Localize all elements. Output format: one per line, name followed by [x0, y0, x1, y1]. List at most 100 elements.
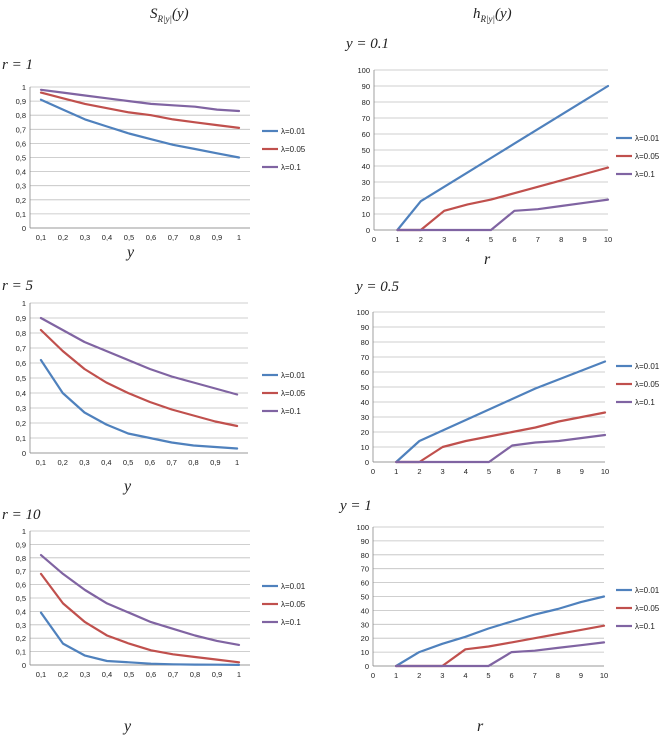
x-tick-label: 3	[441, 467, 445, 476]
legend-label: λ=0.05	[281, 600, 306, 609]
x-tick-label: 0,7	[168, 670, 178, 679]
y-tick-label: 1	[22, 527, 26, 536]
x-tick-label: 0,1	[36, 458, 46, 467]
x-tick-label: 8	[559, 235, 563, 244]
y-tick-label: 0,7	[16, 125, 26, 134]
x-tick-label: 5	[489, 235, 493, 244]
y-tick-label: 0,8	[16, 329, 26, 338]
x-tick-label: 1	[395, 235, 399, 244]
left-title-symbol: S	[150, 6, 158, 22]
y-tick-label: 0	[22, 449, 26, 458]
panel-label-y01: y = 0.1	[346, 36, 390, 52]
x-tick-label: 0	[371, 467, 375, 476]
y-tick-label: 20	[362, 194, 370, 203]
y-tick-label: 70	[361, 565, 369, 574]
x-tick-label: 2	[417, 467, 421, 476]
legend-label: λ=0.05	[281, 389, 306, 398]
series-line-1	[394, 595, 606, 668]
y-tick-label: 0,5	[16, 594, 26, 603]
y-tick-label: 0	[22, 224, 26, 233]
legend-label: λ=0.1	[635, 398, 655, 407]
y-tick-label: 100	[356, 523, 369, 532]
x-tick-label: 0,9	[212, 233, 222, 242]
x-tick-label: 3	[442, 235, 446, 244]
y-tick-label: 20	[361, 634, 369, 643]
x-tick-label: 6	[510, 671, 514, 680]
legend-label: λ=0.05	[281, 145, 306, 154]
x-tick-label: 1	[237, 233, 241, 242]
series-line-2	[39, 572, 241, 664]
y-tick-label: 0,9	[16, 540, 26, 549]
x-tick-label: 0,8	[188, 458, 198, 467]
x-tick-label: 1	[235, 458, 239, 467]
y-tick-label: 70	[361, 353, 369, 362]
y-tick-label: 50	[361, 383, 369, 392]
right-column-title: hR|y|(y)	[473, 6, 512, 24]
y-tick-label: 0,8	[16, 554, 26, 563]
panel-label-r5: r = 5	[2, 278, 33, 294]
right-title-argument: (y)	[494, 6, 512, 22]
y-tick-label: 0,3	[16, 621, 26, 630]
xlabel-r5: y	[124, 478, 132, 495]
series-line-3	[395, 433, 607, 464]
x-tick-label: 0,9	[210, 458, 220, 467]
right-title-symbol: h	[473, 6, 481, 22]
y-tick-label: 70	[362, 114, 370, 123]
x-tick-label: 0,4	[102, 670, 112, 679]
y-tick-label: 10	[362, 210, 370, 219]
x-tick-label: 4	[464, 467, 468, 476]
x-tick-label: 8	[557, 467, 561, 476]
panel-label-y05: y = 0.5	[356, 279, 400, 295]
x-tick-label: 0,5	[124, 670, 134, 679]
y-tick-label: 60	[361, 368, 369, 377]
series-line-1	[39, 98, 241, 159]
y-tick-label: 0,1	[16, 648, 26, 657]
left-title-argument: (y)	[171, 6, 189, 22]
y-tick-label: 0,1	[16, 210, 26, 219]
legend-label: λ=0.01	[281, 582, 306, 591]
x-tick-label: 9	[579, 671, 583, 680]
y-tick-label: 0,2	[16, 196, 26, 205]
y-tick-label: 10	[361, 443, 369, 452]
legend-label: λ=0.01	[635, 134, 659, 143]
xlabel-y01: r	[484, 251, 491, 268]
y-tick-label: 0,1	[16, 434, 26, 443]
legend-label: λ=0.1	[281, 407, 301, 416]
series-line-1	[39, 358, 239, 450]
x-tick-label: 6	[512, 235, 516, 244]
x-tick-label: 0	[372, 235, 376, 244]
y-tick-label: 0,4	[16, 607, 26, 616]
y-tick-label: 20	[361, 428, 369, 437]
y-tick-label: 0	[22, 661, 26, 670]
y-tick-label: 40	[361, 398, 369, 407]
y-tick-label: 0,6	[16, 359, 26, 368]
x-tick-label: 0,1	[36, 233, 46, 242]
series-line-3	[396, 198, 610, 232]
y-tick-label: 0,9	[16, 314, 26, 323]
series-line-1	[395, 360, 607, 464]
series-line-3	[39, 316, 239, 396]
x-tick-label: 1	[394, 671, 398, 680]
left-title-subscript: R|y|	[157, 14, 172, 24]
chart-left-r10: 0 0,1 0,2 0,3 0,4 0,5 0,6 0,7 0,8 0,9 1 0,1 0,2 0,3 0,…	[16, 527, 306, 679]
y-tick-label: 60	[361, 579, 369, 588]
y-tick-label: 80	[361, 338, 369, 347]
y-tick-label: 0	[365, 458, 369, 467]
chart-right-y1: 0 10 20 30 40 50 60 70 80 90 100 0 1 2 3 4 5 6 7 8 9 10 λ=0.01…	[356, 523, 659, 680]
y-tick-label: 100	[357, 66, 370, 75]
x-tick-label: 0	[371, 671, 375, 680]
y-tick-label: 1	[22, 83, 26, 92]
y-tick-label: 30	[361, 413, 369, 422]
legend-label: λ=0.05	[635, 152, 659, 161]
y-tick-label: 0,7	[16, 344, 26, 353]
x-tick-label: 5	[486, 671, 490, 680]
legend-label: λ=0.1	[281, 163, 301, 172]
x-tick-label: 0,6	[145, 458, 155, 467]
legend-label: λ=0.01	[281, 127, 306, 136]
series-line-2	[395, 411, 607, 464]
x-tick-label: 7	[533, 671, 537, 680]
x-tick-label: 0,3	[80, 670, 90, 679]
x-tick-label: 4	[463, 671, 467, 680]
x-tick-label: 3	[440, 671, 444, 680]
x-tick-label: 0,3	[80, 233, 90, 242]
